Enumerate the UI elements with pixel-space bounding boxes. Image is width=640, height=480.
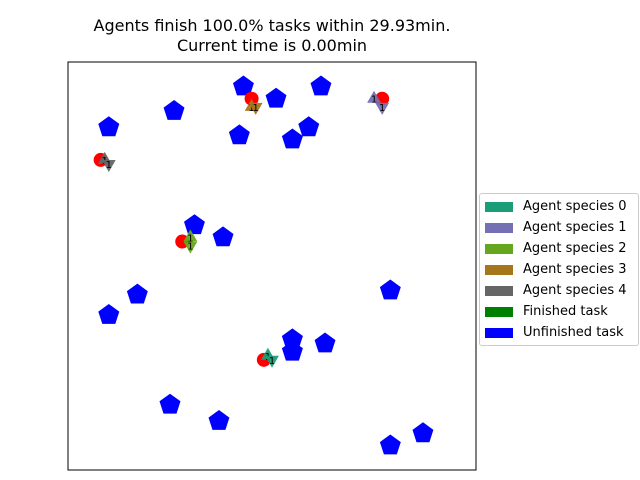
chart-title-line-1: Agents finish 100.0% tasks within 29.93m… bbox=[93, 16, 451, 35]
unfinished-task-11 bbox=[98, 304, 120, 324]
agent-marker-1 bbox=[265, 355, 279, 368]
depot-marker-0 bbox=[244, 91, 259, 106]
unfinished-task-16 bbox=[159, 393, 181, 414]
legend-item-1: Agent species 1 bbox=[480, 217, 638, 238]
unfinished-task-15 bbox=[314, 332, 336, 353]
legend-label: Unfinished task bbox=[523, 325, 624, 340]
unfinished-task-10 bbox=[126, 283, 148, 304]
agent-label-3: 1 bbox=[379, 103, 385, 114]
unfinished-task-3 bbox=[163, 100, 185, 120]
agent-label-1: 1 bbox=[269, 356, 275, 367]
legend-label: Finished task bbox=[523, 304, 608, 319]
legend-swatch bbox=[485, 201, 513, 212]
unfinished-task-1 bbox=[265, 87, 287, 108]
agent-label-9: 1 bbox=[106, 160, 112, 171]
legend-label: Agent species 3 bbox=[523, 262, 627, 277]
legend-swatch bbox=[485, 264, 513, 275]
legend-swatch bbox=[485, 285, 513, 296]
agent-marker-3 bbox=[375, 102, 390, 115]
unfinished-task-4 bbox=[98, 116, 120, 137]
legend-swatch bbox=[485, 243, 513, 254]
unfinished-task-5 bbox=[228, 124, 250, 145]
legend-label: Agent species 0 bbox=[523, 199, 627, 214]
agent-label-2: 1 bbox=[371, 95, 377, 106]
agent-label-6: 1 bbox=[248, 103, 254, 114]
legend-label: Agent species 2 bbox=[523, 241, 627, 256]
legend-swatch bbox=[485, 306, 513, 317]
legend-label: Agent species 1 bbox=[523, 220, 627, 235]
legend: Agent species 0 Agent species 1 Agent spec… bbox=[479, 193, 639, 346]
unfinished-task-17 bbox=[208, 410, 230, 430]
legend-swatch bbox=[485, 222, 513, 233]
legend-item-5: Finished task bbox=[480, 301, 638, 322]
unfinished-task-0 bbox=[233, 75, 254, 96]
agent-label-5: 1 bbox=[187, 242, 193, 253]
chart-marks: 1111111111 bbox=[93, 75, 434, 455]
unfinished-task-7 bbox=[281, 128, 303, 149]
unfinished-task-19 bbox=[412, 422, 434, 443]
plot-frame bbox=[67, 61, 477, 471]
unfinished-task-6 bbox=[298, 116, 320, 137]
chart-title: Agents finish 100.0% tasks within 29.93m… bbox=[0, 16, 544, 56]
legend-item-4: Agent species 4 bbox=[480, 280, 638, 301]
legend-item-6: Unfinished task bbox=[480, 322, 638, 343]
unfinished-task-13 bbox=[281, 328, 303, 349]
agent-marker-7 bbox=[248, 102, 263, 115]
legend-label: Agent species 4 bbox=[523, 283, 627, 298]
agent-label-4: 1 bbox=[187, 233, 193, 244]
unfinished-task-12 bbox=[379, 279, 401, 300]
chart-title-line-2: Current time is 0.00min bbox=[176, 36, 368, 55]
legend-item-2: Agent species 2 bbox=[480, 238, 638, 259]
agent-marker-4 bbox=[183, 229, 198, 242]
agent-marker-9 bbox=[101, 160, 116, 172]
legend-swatch bbox=[485, 327, 513, 338]
unfinished-task-2 bbox=[310, 75, 332, 96]
legend-item-0: Agent species 0 bbox=[480, 196, 638, 217]
agent-marker-2 bbox=[367, 90, 381, 103]
unfinished-task-14 bbox=[281, 340, 303, 361]
agent-marker-5 bbox=[183, 241, 198, 254]
agent-label-7: 1 bbox=[252, 103, 258, 114]
unfinished-task-8 bbox=[184, 214, 205, 235]
unfinished-task-9 bbox=[212, 226, 234, 247]
legend-item-3: Agent species 3 bbox=[480, 259, 638, 280]
unfinished-task-18 bbox=[379, 434, 401, 455]
